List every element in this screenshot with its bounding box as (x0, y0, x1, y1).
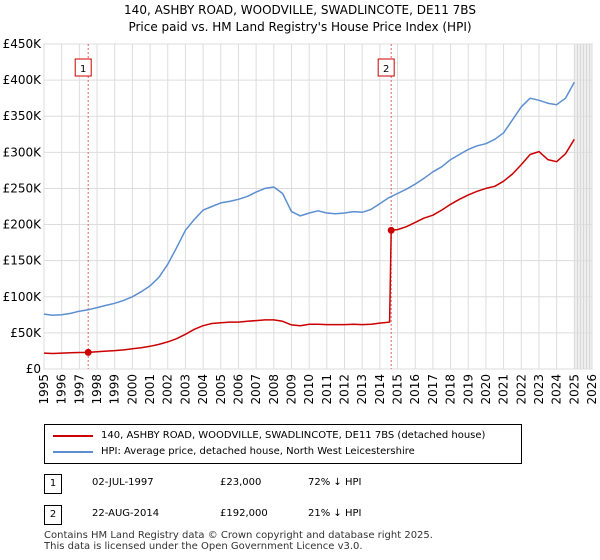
x-tick-label: 1996 (55, 374, 69, 405)
transaction-hpi-diff: 72% ↓ HPI (308, 477, 362, 488)
y-tick-label: £400K (3, 73, 43, 87)
annotation-label: 1 (80, 64, 86, 75)
chart-title: 140, ASHBY ROAD, WOODVILLE, SWADLINCOTE,… (124, 3, 476, 17)
chart-subtitle: Price paid vs. HM Land Registry's House … (128, 20, 471, 34)
x-tick-label: 2022 (514, 374, 528, 405)
y-tick-label: £200K (3, 218, 43, 232)
x-tick-label: 2015 (391, 374, 405, 405)
annotation-label: 2 (383, 64, 389, 75)
sale-point (387, 226, 395, 234)
x-tick-label: 2009 (284, 374, 298, 405)
x-tick-label: 2011 (320, 374, 334, 405)
transaction-price: £192,000 (220, 508, 268, 519)
price-chart: 140, ASHBY ROAD, WOODVILLE, SWADLINCOTE,… (3, 3, 599, 405)
x-tick-label: 2010 (302, 374, 316, 405)
annotation-box (74, 58, 92, 77)
x-tick-label: 2005 (214, 374, 228, 405)
x-tick-label: 2000 (125, 374, 139, 405)
footer-license: This data is licensed under the Open Gov… (44, 541, 363, 552)
legend-swatch-property (53, 435, 93, 437)
plot-area (43, 43, 593, 370)
transaction-date: 02-JUL-1997 (92, 477, 154, 488)
x-tick-label: 1997 (72, 374, 86, 405)
x-tick-label: 2026 (585, 374, 599, 405)
legend: 140, ASHBY ROAD, WOODVILLE, SWADLINCOTE,… (44, 424, 522, 464)
y-tick-label: £100K (3, 290, 43, 304)
transaction-row: 2 22-AUG-2014 £192,000 21% ↓ HPI (44, 505, 564, 525)
x-tick-label: 2018 (444, 374, 458, 405)
x-tick-label: 2012 (338, 374, 352, 405)
x-tick-label: 1995 (37, 374, 51, 405)
footer-copyright: Contains HM Land Registry data © Crown c… (44, 530, 433, 541)
x-tick-label: 2020 (479, 374, 493, 405)
transaction-badge: 2 (44, 505, 62, 525)
y-tick-label: £250K (3, 181, 43, 195)
footer: Contains HM Land Registry data © Crown c… (44, 530, 433, 552)
x-tick-label: 1998 (90, 374, 104, 405)
x-tick-label: 2014 (373, 374, 387, 405)
legend-swatch-hpi (53, 451, 93, 453)
x-tick-label: 2013 (355, 374, 369, 405)
transaction-hpi-diff: 21% ↓ HPI (308, 508, 362, 519)
x-tick-label: 2019 (461, 374, 475, 405)
y-tick-label: £350K (3, 109, 43, 123)
x-tick-label: 2004 (196, 374, 210, 405)
y-tick-label: £50K (10, 326, 42, 340)
x-tick-label: 2024 (550, 374, 564, 405)
y-tick-label: £0 (26, 362, 41, 376)
transaction-badge: 1 (44, 474, 62, 494)
x-tick-label: 2003 (178, 374, 192, 405)
property-price-line (43, 138, 575, 355)
annotation-box (377, 58, 395, 77)
x-tick-label: 2017 (426, 374, 440, 405)
x-tick-label: 2016 (408, 374, 422, 405)
x-tick-label: 2002 (161, 374, 175, 405)
hpi-line (43, 81, 575, 316)
transaction-date: 22-AUG-2014 (92, 508, 160, 519)
x-tick-label: 2006 (231, 374, 245, 405)
transaction-price: £23,000 (220, 477, 262, 488)
x-tick-label: 1999 (108, 374, 122, 405)
legend-label-property: 140, ASHBY ROAD, WOODVILLE, SWADLINCOTE,… (101, 430, 486, 441)
x-tick-label: 2008 (267, 374, 281, 405)
x-tick-label: 2021 (497, 374, 511, 405)
x-tick-label: 2007 (249, 374, 263, 405)
x-tick-label: 2001 (143, 374, 157, 405)
legend-label-hpi: HPI: Average price, detached house, Nort… (101, 446, 415, 457)
x-tick-label: 2025 (567, 374, 581, 405)
transaction-row: 1 02-JUL-1997 £23,000 72% ↓ HPI (44, 474, 564, 494)
sale-point (84, 348, 92, 356)
y-tick-label: £150K (3, 254, 43, 268)
x-tick-label: 2023 (532, 374, 546, 405)
y-tick-label: £450K (3, 37, 43, 51)
y-tick-label: £300K (3, 145, 43, 159)
